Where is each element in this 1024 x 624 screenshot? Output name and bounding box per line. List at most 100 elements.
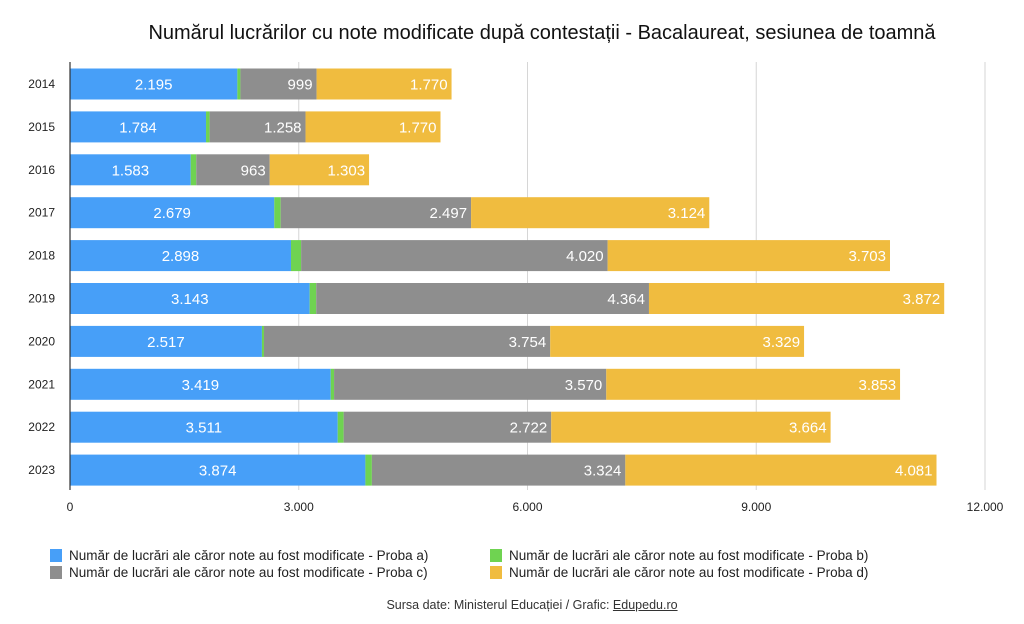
chart-title: Numărul lucrărilor cu note modificate du… [148, 22, 936, 44]
bar-segment [240, 68, 317, 100]
data-label: 4.364 [607, 291, 645, 308]
bar-segment [70, 454, 366, 486]
bar-segment [550, 325, 805, 357]
legend-swatch [490, 566, 502, 579]
data-label: 3.419 [182, 377, 220, 394]
x-tick-label: 0 [67, 500, 74, 514]
data-label: 999 [288, 77, 313, 94]
data-label: 2.722 [510, 420, 548, 437]
y-tick-label: 2023 [28, 463, 55, 477]
source-note: Sursa date: Ministerul Educației / Grafi… [0, 598, 1024, 612]
legend-item: Număr de lucrări ale căror note au fost … [490, 565, 910, 580]
bar-segment [70, 240, 291, 272]
bar-segment [70, 283, 310, 314]
y-tick-label: 2022 [28, 420, 55, 434]
bar-segment [330, 368, 335, 400]
legend-label: Număr de lucrări ale căror note au fost … [69, 548, 429, 563]
data-label: 1.258 [264, 119, 302, 136]
bar-segment [70, 325, 262, 357]
bar-segment [316, 68, 452, 100]
bar-segment [316, 283, 649, 314]
data-label: 3.703 [848, 248, 886, 265]
bar-segment [196, 154, 270, 186]
bar-segment [269, 154, 370, 186]
x-tick-label: 6.000 [512, 500, 542, 514]
data-label: 3.754 [509, 334, 547, 351]
bar-segment [70, 154, 191, 186]
bar-segment [606, 368, 901, 400]
bar-segment [343, 411, 552, 443]
bar-segment [209, 111, 306, 143]
bar-segment [365, 454, 372, 486]
bar-segment [190, 154, 197, 186]
y-tick-label: 2015 [28, 120, 55, 134]
bar-segment [70, 68, 238, 100]
bar-segment [290, 240, 302, 272]
data-label: 3.143 [171, 291, 209, 308]
bar-segment [70, 111, 207, 143]
data-label: 2.517 [147, 334, 185, 351]
bar-segment [261, 325, 264, 357]
data-label: 3.874 [199, 463, 237, 480]
legend-swatch [50, 549, 62, 562]
bar-segment [237, 68, 241, 100]
y-tick-label: 2014 [28, 77, 55, 91]
bar-segment [305, 111, 441, 143]
bar-segment [70, 411, 338, 443]
bar-segment [206, 111, 210, 143]
bar-segment [70, 368, 331, 400]
data-label: 3.570 [565, 377, 603, 394]
bar-segment [607, 240, 890, 272]
x-tick-label: 3.000 [284, 500, 314, 514]
y-tick-label: 2019 [28, 292, 55, 306]
x-tick-label: 9.000 [741, 500, 771, 514]
data-label: 1.770 [399, 119, 437, 136]
data-label: 3.664 [789, 420, 827, 437]
bar-segment [309, 283, 317, 314]
x-tick-label: 12.000 [967, 500, 1004, 514]
source-link[interactable]: Edupedu.ro [612, 598, 678, 612]
bar-segment [263, 325, 551, 357]
legend-item: Număr de lucrări ale căror note au fost … [50, 548, 490, 563]
data-label: 2.679 [153, 205, 191, 222]
bar-segment [648, 283, 945, 314]
data-label: 3.124 [668, 205, 706, 222]
bar-segment [625, 454, 937, 486]
data-label: 1.770 [410, 77, 448, 94]
data-label: 1.583 [112, 162, 150, 179]
data-label: 4.081 [895, 463, 933, 480]
legend-item: Număr de lucrări ale căror note au fost … [490, 548, 910, 563]
bar-segment [280, 197, 472, 229]
data-label: 2.195 [135, 77, 173, 94]
y-tick-label: 2020 [28, 334, 55, 348]
data-label: 963 [241, 162, 266, 179]
y-tick-label: 2016 [28, 163, 55, 177]
data-label: 3.511 [186, 420, 222, 437]
legend-swatch [490, 549, 502, 562]
legend-item: Număr de lucrări ale căror note au fost … [50, 565, 490, 580]
source-text: Sursa date: Ministerul Educației / Grafi… [386, 598, 613, 612]
data-label: 3.324 [584, 463, 622, 480]
data-label: 1.303 [328, 162, 366, 179]
bar-segment [337, 411, 344, 443]
legend-swatch [50, 566, 62, 579]
legend-label: Număr de lucrări ale căror note au fost … [509, 565, 869, 580]
bar-segment [551, 411, 831, 443]
data-label: 3.872 [903, 291, 941, 308]
bar-segment [274, 197, 281, 229]
bar-segment [471, 197, 710, 229]
bar-segment [334, 368, 607, 400]
bar-segment [301, 240, 608, 272]
data-label: 4.020 [566, 248, 604, 265]
legend: Număr de lucrări ale căror note au fost … [50, 548, 910, 580]
data-label: 1.784 [119, 119, 157, 136]
legend-label: Număr de lucrări ale căror note au fost … [509, 548, 869, 563]
data-label: 2.497 [430, 205, 468, 222]
bar-segment [70, 197, 275, 229]
data-label: 3.853 [859, 377, 897, 394]
data-label: 2.898 [162, 248, 200, 265]
y-tick-label: 2021 [28, 377, 55, 391]
y-tick-label: 2018 [28, 249, 55, 263]
